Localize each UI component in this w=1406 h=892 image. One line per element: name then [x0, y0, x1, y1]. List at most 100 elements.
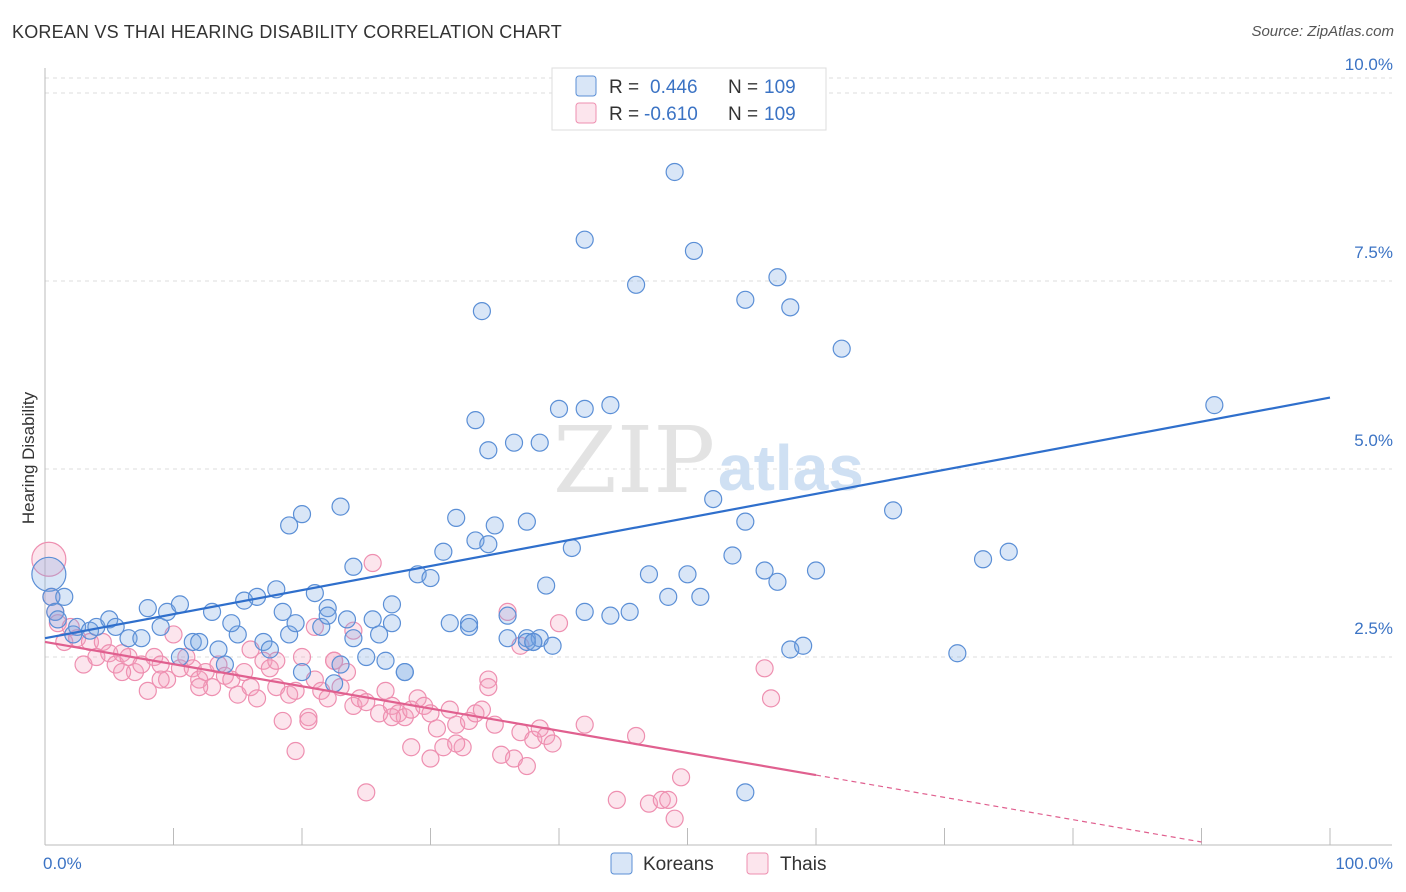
- koreans-point: [280, 625, 299, 644]
- thais-point: [479, 677, 498, 697]
- koreans-point: [543, 636, 562, 655]
- thais-point: [138, 681, 157, 700]
- koreans-point: [286, 614, 305, 633]
- koreans-point: [280, 516, 299, 535]
- thais-point: [247, 689, 267, 708]
- koreans-point: [665, 162, 684, 182]
- koreans-point: [31, 556, 67, 592]
- thais-point: [260, 659, 279, 678]
- thais-point: [31, 541, 67, 577]
- koreans-points: [31, 162, 1224, 802]
- thais-point: [447, 734, 466, 753]
- koreans-point: [620, 602, 639, 621]
- koreans-point: [973, 550, 993, 569]
- watermark-zip: ZIP: [553, 407, 715, 514]
- koreans-point: [768, 268, 787, 287]
- koreans-point: [806, 561, 826, 580]
- koreans-point: [100, 610, 119, 629]
- koreans-point: [260, 640, 279, 659]
- koreans-point: [382, 595, 402, 614]
- thais-point: [305, 617, 324, 637]
- koreans-point: [794, 636, 813, 655]
- thais-point: [125, 662, 145, 682]
- koreans-point: [434, 542, 453, 561]
- koreans-point: [222, 614, 241, 633]
- koreans-point: [530, 433, 549, 452]
- koreans-point: [48, 610, 67, 629]
- koreans-point: [485, 516, 504, 535]
- trend-lines: [44, 396, 1331, 843]
- thais-point: [671, 768, 691, 787]
- koreans-point: [344, 557, 363, 576]
- koreans-point: [1205, 396, 1224, 415]
- koreans-point: [537, 576, 556, 595]
- thais-point: [479, 670, 498, 689]
- thais-point: [363, 553, 382, 573]
- koreans-point: [273, 602, 292, 621]
- koreans-point: [755, 561, 774, 580]
- koreans-point: [736, 783, 755, 802]
- thais-point: [344, 621, 363, 640]
- koreans-point: [601, 606, 620, 625]
- thais-point: [549, 614, 569, 633]
- thais-point: [241, 677, 260, 697]
- thais-point: [607, 790, 626, 809]
- koreans-point: [55, 587, 74, 606]
- koreans-point: [999, 542, 1018, 561]
- tick-labels: 2.5% 5.0% 7.5% 10.0% 0.0% 100.0%: [43, 55, 1393, 873]
- koreans-point: [678, 565, 697, 584]
- thais-trend-extension: [815, 774, 1202, 843]
- koreans-point: [626, 275, 646, 294]
- legend-thais-n-value: 109: [764, 104, 796, 125]
- koreans-point: [395, 662, 414, 682]
- koreans-point: [659, 587, 678, 606]
- thais-point: [395, 708, 414, 727]
- koreans-point: [466, 411, 485, 430]
- y-tick-label: 7.5%: [1354, 243, 1393, 262]
- x-tick-label: 0.0%: [43, 854, 82, 873]
- koreans-point: [292, 505, 312, 524]
- thais-point: [299, 711, 318, 731]
- watermark-atlas: atlas: [718, 432, 864, 504]
- thais-point: [659, 790, 678, 809]
- koreans-point: [440, 614, 459, 633]
- koreans-point: [459, 617, 479, 637]
- koreans-point: [575, 602, 594, 621]
- thais-point: [93, 632, 112, 652]
- koreans-point: [684, 241, 704, 261]
- koreans-point: [370, 625, 389, 644]
- koreans-point: [42, 587, 61, 606]
- thais-point: [575, 715, 594, 734]
- thais-point: [337, 662, 357, 682]
- koreans-point: [331, 655, 350, 674]
- koreans-point: [325, 674, 344, 693]
- koreans-point: [183, 632, 202, 652]
- koreans-point: [132, 629, 151, 648]
- koreans-point: [337, 610, 357, 629]
- koreans-point: [723, 546, 742, 565]
- koreans-point: [768, 572, 787, 591]
- koreans-point: [832, 339, 851, 358]
- legend-koreans-r-label: R =: [609, 77, 639, 98]
- koreans-point: [736, 512, 755, 531]
- koreans-point: [524, 632, 543, 652]
- legend: R = 0.446 N = 109 R = -0.610 N = 109: [551, 67, 827, 131]
- bottom-legend-thais-swatch: [746, 852, 769, 875]
- koreans-point: [170, 647, 190, 667]
- koreans-point: [781, 298, 800, 317]
- koreans-point: [421, 568, 440, 588]
- bottom-legend-koreans-swatch: [610, 852, 633, 875]
- thais-points: [31, 541, 781, 828]
- chart-source: Source: ZipAtlas.com: [1251, 23, 1394, 40]
- thais-point: [151, 670, 170, 689]
- koreans-point: [344, 629, 363, 648]
- koreans-point: [363, 610, 382, 629]
- thais-point: [157, 670, 177, 689]
- koreans-point: [948, 644, 967, 663]
- axes: [44, 68, 1392, 846]
- koreans-point: [331, 497, 350, 516]
- legend-koreans-swatch: [575, 75, 597, 97]
- thais-point: [273, 711, 292, 731]
- thais-point: [357, 783, 376, 802]
